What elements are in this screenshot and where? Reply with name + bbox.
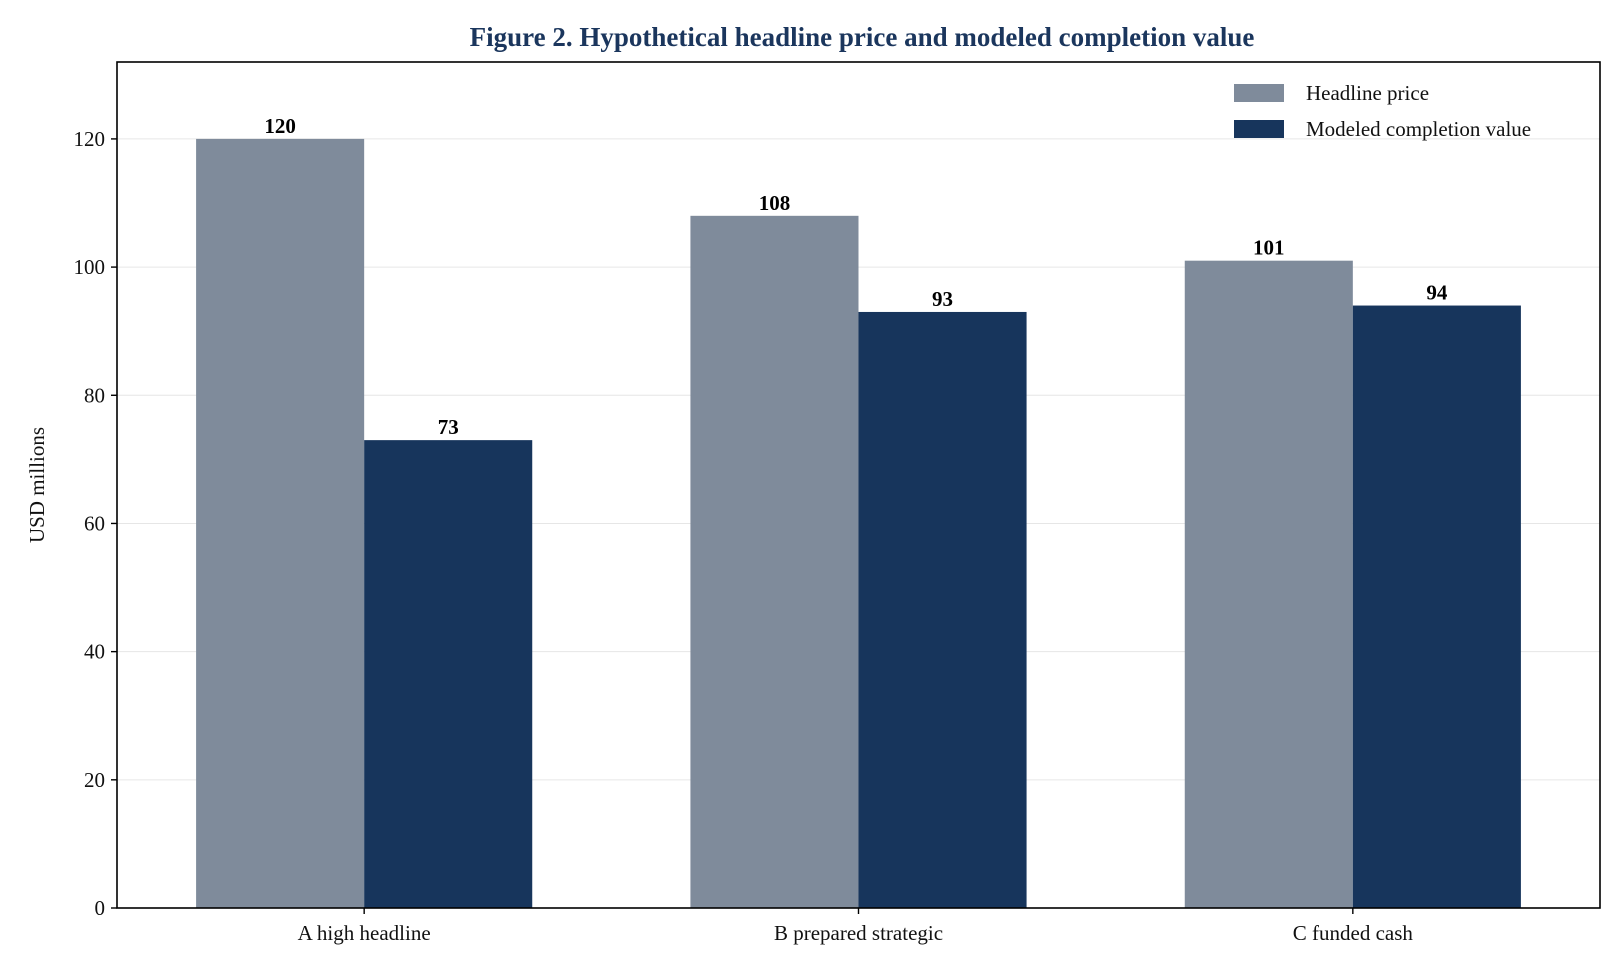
- y-tick-label: 120: [74, 127, 106, 151]
- y-tick-label: 40: [84, 640, 105, 664]
- x-tick-label: A high headline: [298, 921, 431, 945]
- legend-swatch: [1234, 84, 1284, 102]
- data-label: 94: [1426, 281, 1448, 305]
- data-label: 120: [264, 114, 296, 138]
- legend-label: Headline price: [1306, 81, 1429, 105]
- y-tick-label: 60: [84, 511, 105, 535]
- bar-modeled-completion-value: [858, 311, 1027, 908]
- bar-modeled-completion-value: [364, 440, 533, 908]
- bar-modeled-completion-value: [1352, 305, 1521, 909]
- bar-headline-price: [690, 215, 859, 908]
- data-label: 108: [759, 191, 791, 215]
- bar-headline-price: [1184, 260, 1353, 908]
- x-tick-label: B prepared strategic: [774, 921, 943, 945]
- data-labels: 120 73 108 93 101 94: [264, 114, 1447, 439]
- legend: Headline price Modeled completion value: [1234, 81, 1531, 141]
- y-tick-label: 100: [74, 255, 106, 279]
- y-tick-label: 0: [95, 896, 106, 920]
- legend-label: Modeled completion value: [1306, 117, 1531, 141]
- legend-swatch: [1234, 120, 1284, 138]
- data-label: 73: [438, 415, 459, 439]
- chart-title: Figure 2. Hypothetical headline price an…: [470, 22, 1255, 52]
- y-axis-ticks: 0 20 40 60 80 100 120: [74, 127, 117, 920]
- data-label: 93: [932, 287, 953, 311]
- y-tick-label: 80: [84, 383, 105, 407]
- y-axis-label: USD millions: [25, 427, 49, 543]
- data-label: 101: [1253, 236, 1285, 260]
- bar-headline-price: [196, 138, 365, 909]
- x-axis-ticks: A high headline B prepared strategic C fun…: [298, 908, 1414, 945]
- y-tick-label: 20: [84, 768, 105, 792]
- bars: [196, 138, 1521, 909]
- x-tick-label: C funded cash: [1293, 921, 1414, 945]
